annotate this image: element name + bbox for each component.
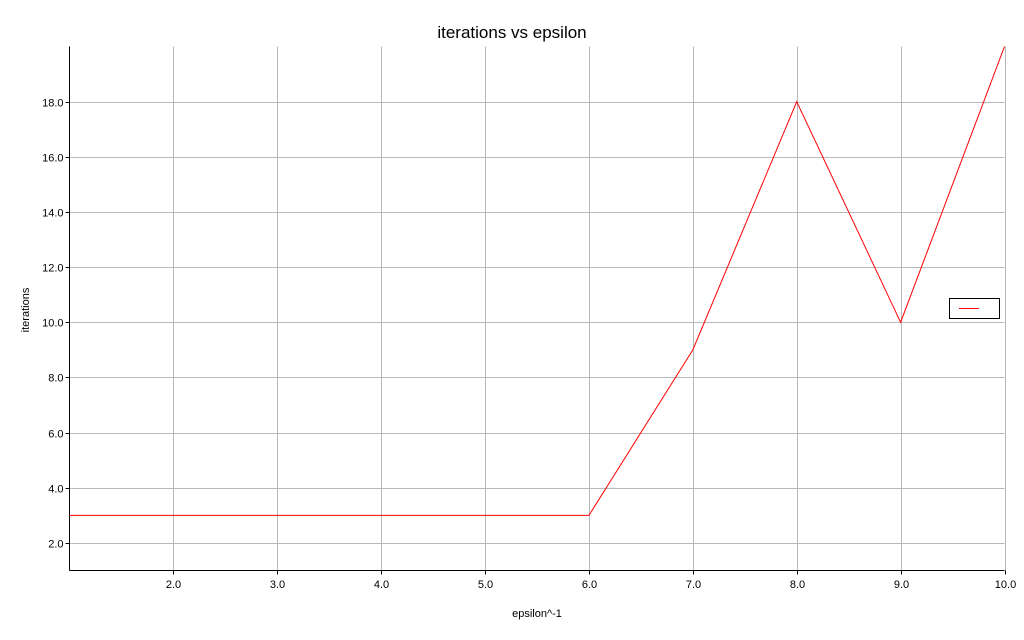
y-tick-label: 8.0 xyxy=(48,373,63,385)
y-tick-label: 10.0 xyxy=(42,318,63,330)
y-tick-label: 14.0 xyxy=(42,208,63,220)
x-tick-label: 6.0 xyxy=(582,579,597,591)
grid xyxy=(69,46,1006,571)
x-tick-label: 5.0 xyxy=(478,579,493,591)
chart-title: iterations vs epsilon xyxy=(437,23,586,42)
series-layer xyxy=(69,46,1005,516)
x-tick-label: 3.0 xyxy=(270,579,285,591)
y-axis-label: iterations xyxy=(20,287,32,332)
y-tick-label: 18.0 xyxy=(42,98,63,110)
x-tick-label: 10.0 xyxy=(995,579,1016,591)
y-tick-label: 12.0 xyxy=(42,263,63,275)
tick-labels: 2.0 3.0 4.0 5.0 6.0 7.0 8.0 9.0 10.0 2.0 4.0 6.0 8.0… xyxy=(42,98,1016,592)
series-line xyxy=(69,46,1005,516)
y-tick-label: 2.0 xyxy=(48,539,63,551)
axes xyxy=(65,46,1006,575)
legend xyxy=(949,298,1000,319)
y-tick-label: 6.0 xyxy=(48,429,63,441)
x-axis-label: epsilon^-1 xyxy=(512,608,562,620)
x-tick-label: 7.0 xyxy=(686,579,701,591)
y-tick-label: 16.0 xyxy=(42,153,63,165)
x-tick-label: 9.0 xyxy=(894,579,909,591)
x-tick-label: 2.0 xyxy=(166,579,181,591)
x-tick-label: 8.0 xyxy=(790,579,805,591)
x-tick-label: 4.0 xyxy=(374,579,389,591)
y-tick-label: 4.0 xyxy=(48,484,63,496)
